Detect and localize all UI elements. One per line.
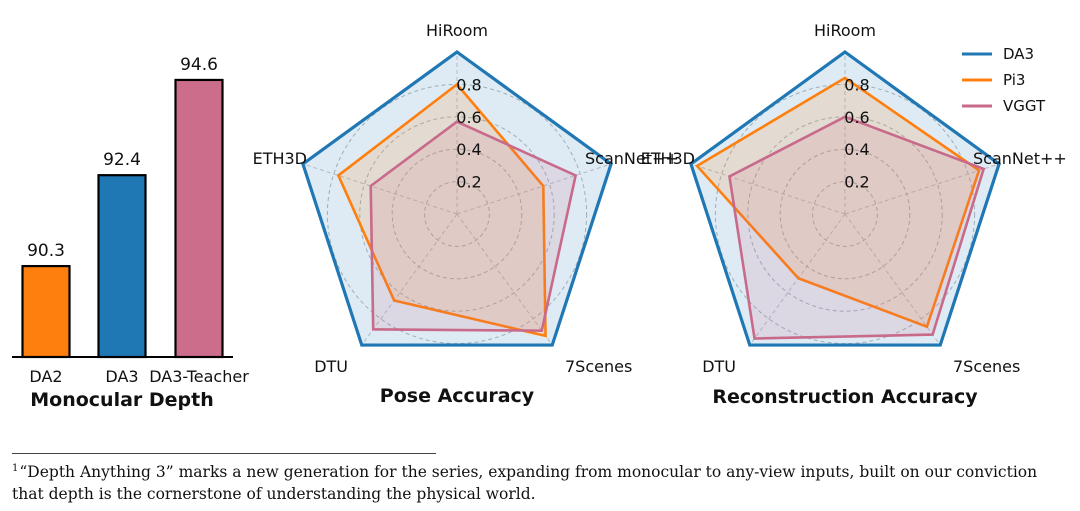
radar-reconstruction-accuracy-spoke-eth3d bbox=[690, 163, 846, 215]
radar-reconstruction-accuracy-spoke-dtu bbox=[749, 213, 846, 346]
radar-pose-accuracy-spoke-dtu bbox=[361, 213, 458, 346]
figure-canvas: 90.3 DA2 92.4 DA3 94.6 DA3-Teacher Monocular D… bbox=[12, 21, 1067, 411]
radar-reconstruction-accuracy-spoke-scannet bbox=[844, 163, 1000, 215]
radar-reconstruction-accuracy-r-tick-label-0-6: 0.6 bbox=[844, 108, 869, 127]
footnote-rule bbox=[12, 453, 436, 454]
bar-value-label-da3-teacher: 94.6 bbox=[180, 55, 218, 75]
radar-reconstruction-accuracy-axis-label-7scenes: 7Scenes bbox=[953, 357, 1020, 376]
radar-pose-accuracy-spoke-7scenes bbox=[456, 213, 553, 346]
radar-pose-accuracy-series-vggt bbox=[369, 120, 578, 332]
bar-tick-label-da3: DA3 bbox=[105, 367, 138, 386]
radar-pose-accuracy-series-pi3 bbox=[336, 82, 547, 338]
radar-pose-accuracy-axis-label-7scenes: 7Scenes bbox=[565, 357, 632, 376]
radar-pose-accuracy-axis-label-dtu: DTU bbox=[314, 357, 348, 376]
radar-pose-accuracy-r-tick-label-0-8: 0.8 bbox=[456, 75, 481, 94]
radar-reconstruction-accuracy-axis-label-hiroom: HiRoom bbox=[814, 21, 876, 40]
radar-pose-accuracy-axis-label-scannet: ScanNet++ bbox=[585, 149, 679, 168]
bar-tick-label-da3-teacher: DA3-Teacher bbox=[149, 367, 249, 386]
radar-pose-accuracy-axis-label-eth3d: ETH3D bbox=[253, 149, 307, 168]
radar-pose-accuracy-grid-ring-1 bbox=[424, 181, 490, 247]
radar-reconstruction-accuracy-grid-ring-1 bbox=[812, 181, 878, 247]
bar-tick-label-da2: DA2 bbox=[29, 367, 62, 386]
radar-pose-accuracy-spoke-scannet bbox=[456, 163, 612, 215]
footnote: 1“Depth Anything 3” marks a new generati… bbox=[12, 458, 1072, 505]
legend-label-pi3: Pi3 bbox=[1003, 71, 1025, 89]
bar-da3 bbox=[97, 174, 147, 359]
bar-chart-title: Monocular Depth bbox=[30, 389, 214, 411]
radar-pose-accuracy-r-tick-label-0-2: 0.2 bbox=[456, 173, 481, 192]
footnote-marker: 1 bbox=[12, 463, 19, 474]
radar-reconstruction-accuracy-r-tick-label-0-8: 0.8 bbox=[844, 75, 869, 94]
bar-value-label-da3: 92.4 bbox=[103, 150, 141, 170]
bar-da2 bbox=[21, 264, 71, 359]
radar-pose-accuracy-r-tick-label-0-4: 0.4 bbox=[456, 140, 481, 159]
radar-pose-accuracy-title: Pose Accuracy bbox=[380, 385, 535, 407]
radar-pose-accuracy-axis-label-hiroom: HiRoom bbox=[426, 21, 488, 40]
radar-reconstruction-accuracy-r-tick-label-0-2: 0.2 bbox=[844, 173, 869, 192]
bar-da3-teacher bbox=[174, 78, 224, 359]
radar-pose-accuracy-grid-ring-3 bbox=[359, 116, 555, 312]
bar-value-label-da2: 90.3 bbox=[27, 241, 65, 261]
radar-reconstruction-accuracy-axis-label-scannet: ScanNet++ bbox=[973, 149, 1067, 168]
footnote-text: “Depth Anything 3” marks a new generatio… bbox=[12, 463, 1038, 503]
radar-pose-accuracy-r-tick-label-0-6: 0.6 bbox=[456, 108, 481, 127]
radar-reconstruction-accuracy-axis-label-dtu: DTU bbox=[702, 357, 736, 376]
radar-reconstruction-accuracy-series-vggt bbox=[728, 115, 986, 340]
radar-reconstruction-accuracy-axis-label-eth3d: ETH3D bbox=[641, 149, 695, 168]
radar-reconstruction-accuracy-r-tick-label-0-4: 0.4 bbox=[844, 140, 869, 159]
legend-label-vggt: VGGT bbox=[1003, 97, 1046, 115]
radar-reconstruction-accuracy-spoke-7scenes bbox=[844, 213, 941, 346]
legend-label-da3: DA3 bbox=[1003, 45, 1034, 63]
radar-reconstruction-accuracy-title: Reconstruction Accuracy bbox=[712, 386, 978, 408]
radar-pose-accuracy-spoke-eth3d bbox=[302, 163, 458, 215]
